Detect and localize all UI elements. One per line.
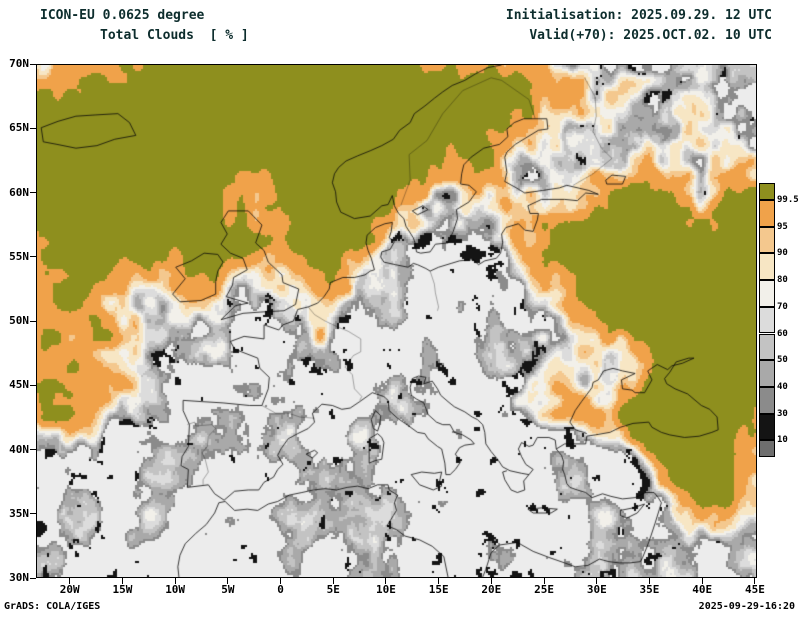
lat-tick xyxy=(30,192,36,193)
colorbar-label: 90 xyxy=(777,248,788,259)
valid-time-label: Valid(+70): 2025.OCT.02. 10 UTC xyxy=(529,28,772,43)
colorbar-segment xyxy=(759,440,775,458)
title-block: ICON-EU 0.0625 degree Total Clouds [ % ] xyxy=(40,6,249,46)
lon-axis-label: 45E xyxy=(744,583,765,596)
lon-tick xyxy=(385,578,387,584)
colorbar-label: 50 xyxy=(777,355,788,366)
colorbar-segment xyxy=(759,386,775,414)
time-block: Initialisation: 2025.09.29. 12 UTC Valid… xyxy=(506,6,772,46)
lat-tick xyxy=(30,127,36,129)
lon-axis-label: 5E xyxy=(326,583,340,596)
coastline-canvas xyxy=(37,65,756,577)
variable-title: Total Clouds [ % ] xyxy=(100,28,249,43)
lon-tick xyxy=(121,578,123,584)
lat-axis-label: 70N xyxy=(9,57,29,70)
lat-axis-label: 40N xyxy=(9,442,29,456)
lon-tick xyxy=(69,578,71,584)
lon-axis-label: 0 xyxy=(277,583,284,596)
plot-timestamp: 2025-09-29-16:20 xyxy=(698,601,795,612)
colorbar-label: 30 xyxy=(777,408,788,419)
lon-axis-label: 10E xyxy=(376,583,396,596)
lon-axis-label: 30E xyxy=(586,583,607,596)
lon-tick xyxy=(227,578,229,584)
lat-tick xyxy=(30,577,36,579)
colorbar-label: 70 xyxy=(777,301,788,312)
lat-axis-label: 50N xyxy=(9,314,29,327)
lon-tick xyxy=(596,578,598,584)
lat-tick xyxy=(30,449,36,450)
model-title: ICON-EU 0.0625 degree xyxy=(40,8,205,23)
colorbar-segment xyxy=(759,280,775,307)
lon-axis-label: 15W xyxy=(112,583,133,596)
lon-tick xyxy=(701,578,703,584)
colorbar-label: 10 xyxy=(777,435,788,446)
lat-axis-label: 30N xyxy=(9,571,29,584)
lon-axis-label: 20E xyxy=(481,583,502,596)
lat-axis-label: 35N xyxy=(9,506,29,520)
colorbar-label: 80 xyxy=(777,275,788,286)
lon-axis-label: 25E xyxy=(534,583,554,596)
lon-axis-label: 20W xyxy=(59,583,80,596)
lat-tick xyxy=(30,513,36,515)
colorbar-label: 60 xyxy=(777,328,788,339)
colorbar-segment xyxy=(759,360,775,387)
colorbar-segment xyxy=(759,333,775,361)
lon-axis-label: 35E xyxy=(639,583,660,596)
lat-tick xyxy=(30,63,36,65)
colorbar-label: 99.5 xyxy=(777,195,799,205)
init-time-label: Initialisation: 2025.09.29. 12 UTC xyxy=(505,8,772,23)
lon-tick xyxy=(332,578,334,584)
lat-axis-label: 60N xyxy=(9,185,29,199)
lon-axis-label: 10W xyxy=(165,583,186,596)
lat-axis-label: 55N xyxy=(9,249,29,263)
lon-tick xyxy=(543,578,545,584)
lon-axis-label: 5W xyxy=(221,583,235,596)
colorbar-segment xyxy=(759,200,775,227)
colorbar-segment xyxy=(759,413,775,441)
colorbar-segment xyxy=(759,226,775,254)
map-frame xyxy=(36,64,757,578)
lat-axis-label: 65N xyxy=(9,121,29,135)
lat-tick xyxy=(30,256,36,258)
lon-tick xyxy=(490,578,492,584)
lon-axis-label: 40E xyxy=(692,583,713,596)
lon-tick xyxy=(754,578,756,584)
colorbar-label: 95 xyxy=(777,221,788,232)
lat-axis-label: 45N xyxy=(9,378,29,392)
lon-tick xyxy=(648,578,650,584)
lat-tick xyxy=(30,384,36,386)
colorbar-segment xyxy=(759,183,775,200)
lon-tick xyxy=(280,578,282,584)
lon-axis-label: 15E xyxy=(428,583,449,596)
colorbar-segment xyxy=(759,306,775,334)
colorbar-label: 40 xyxy=(777,381,788,392)
colorbar-segment xyxy=(759,253,775,281)
lon-tick xyxy=(438,578,440,584)
lat-tick xyxy=(30,320,36,322)
lon-tick xyxy=(174,578,176,584)
grads-credit: GrADS: COLA/IGES xyxy=(4,601,101,612)
